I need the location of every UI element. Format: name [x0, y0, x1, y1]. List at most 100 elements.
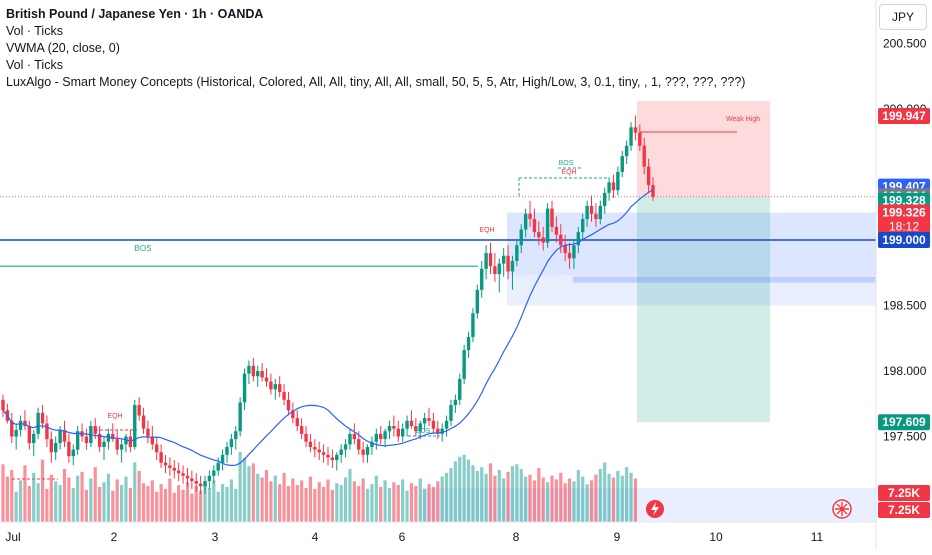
vwma-layer [2, 189, 654, 467]
candle-body [102, 441, 106, 447]
volume-bar [32, 472, 36, 522]
candle-body [528, 213, 532, 220]
indicator-smc[interactable]: LuxAlgo - Smart Money Concepts (Historic… [6, 75, 746, 89]
candle-body [216, 462, 220, 471]
candle-body [616, 171, 620, 191]
candle-body [611, 182, 616, 191]
uk-flag-icon[interactable] [832, 499, 852, 519]
candle-body [620, 156, 624, 172]
eqh-label: EQH [479, 227, 494, 234]
volume-bar [1, 464, 5, 522]
order-block-zone-lower [507, 275, 876, 306]
indicator-vwma[interactable]: VWMA (20, close, 0) [6, 41, 120, 55]
tag-weak-high-bg [878, 107, 930, 124]
volume-bar [475, 470, 479, 522]
candle-body [633, 127, 638, 133]
volume-bar [40, 459, 45, 522]
volume-bar [436, 481, 440, 522]
bos-bottom-label: BOS [416, 428, 431, 435]
candle-body [181, 473, 185, 476]
candle-body [405, 420, 409, 429]
candle-body [304, 433, 308, 442]
volume-bar [76, 475, 80, 522]
indicator-volume-2[interactable]: Vol · Ticks [6, 58, 63, 72]
candle-body [317, 449, 321, 453]
candle-body [594, 213, 598, 220]
volume-bar [185, 482, 190, 522]
candle-body [194, 481, 198, 484]
candle-body [198, 483, 203, 487]
candle-body [554, 226, 559, 235]
candle-body [629, 127, 633, 146]
candle-body [607, 182, 611, 193]
volume-bar [141, 483, 146, 522]
volume-bar [379, 487, 383, 522]
candle-body [572, 245, 576, 259]
candle-body [256, 371, 260, 377]
eqh-small-label: EQH [561, 169, 576, 176]
volume-bar [572, 481, 576, 522]
volume-bar [365, 488, 370, 522]
volume-bar [335, 483, 339, 522]
volume-bar [462, 454, 466, 522]
volume-bar [563, 483, 567, 522]
lightning-icon[interactable] [646, 500, 664, 518]
candle-body [400, 428, 405, 437]
volume-bar [431, 487, 436, 522]
volume-bar [594, 474, 598, 522]
volume-bar [532, 480, 537, 522]
volume-bar [383, 480, 387, 522]
volume-bar [559, 472, 563, 522]
volume-bar [45, 488, 49, 522]
volume-bar [247, 466, 251, 522]
volume-bar [295, 485, 299, 522]
volume-bar [545, 482, 550, 522]
volume-bar [119, 485, 124, 522]
volume-bar [207, 487, 212, 522]
candle-body [93, 426, 97, 434]
volume-bar [427, 484, 431, 522]
volume-bar [177, 485, 181, 522]
volume-bar [620, 475, 624, 522]
indicator-volume-1[interactable]: Vol · Ticks [6, 24, 63, 38]
candle-body [646, 166, 651, 185]
volume-bar [278, 484, 282, 522]
candle-body [269, 381, 273, 390]
candle-body [493, 266, 497, 275]
volume-bar [80, 471, 84, 522]
currency-button[interactable]: JPY [879, 4, 927, 30]
candle-body [49, 439, 54, 453]
candle-body [97, 433, 102, 447]
candle-body [155, 444, 159, 453]
candle-body [40, 412, 45, 424]
candle-body [545, 208, 550, 243]
candle-body [299, 426, 304, 434]
fvg-zone [573, 276, 876, 283]
tag-bos-level: 199.000 [882, 233, 926, 247]
candle-body [550, 208, 554, 227]
symbol-title[interactable]: British Pound / Japanese Yen · 1h · OAND… [6, 7, 264, 21]
candle-body [282, 391, 286, 400]
position-stop-zone [637, 100, 770, 197]
candle-body [638, 132, 642, 146]
volume-bar [172, 492, 176, 522]
candle-body [67, 441, 71, 457]
volume-bar [326, 479, 330, 522]
volume-bar [269, 481, 273, 522]
volume-bar [251, 463, 255, 522]
volume-bar [102, 482, 106, 522]
volume-bar [541, 477, 545, 522]
volume-bar [330, 489, 334, 522]
candle-body [458, 378, 462, 400]
volume-bar [225, 487, 229, 522]
candle-body [111, 433, 115, 440]
tag-vol-2-bg [878, 502, 930, 518]
volume-bar [453, 461, 457, 522]
volume-bar [115, 479, 119, 522]
volume-bar [506, 471, 510, 522]
position-target-zone [637, 196, 770, 423]
candle-body [264, 377, 269, 382]
x-tick-label: 11 [811, 530, 824, 544]
